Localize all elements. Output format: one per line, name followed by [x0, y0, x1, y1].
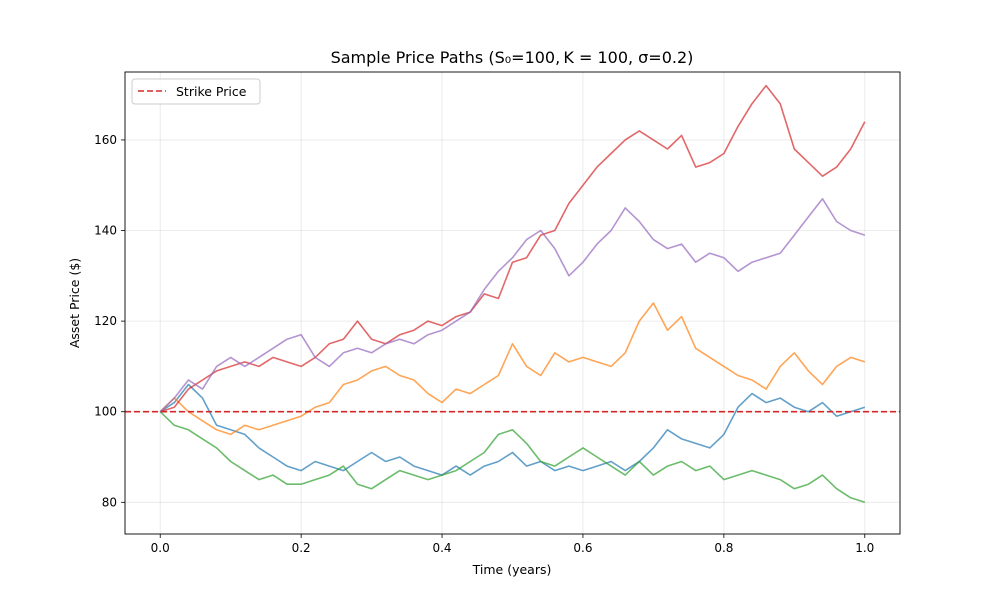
y-axis-label: Asset Price ($) [67, 258, 82, 348]
x-tick-label: 0.2 [292, 541, 311, 555]
chart-title: Sample Price Paths (S₀=100, K = 100, σ=0… [331, 48, 694, 67]
legend-box [131, 78, 261, 105]
y-tick-label: 120 [94, 314, 117, 328]
legend-strike-label: Strike Price [176, 84, 247, 99]
y-tick-label: 80 [102, 495, 117, 509]
price-path-2 [159, 302, 866, 436]
y-tick-label: 160 [94, 133, 117, 147]
price-path-1 [159, 383, 866, 476]
x-tick-label: 0.6 [573, 541, 592, 555]
price-path-4 [159, 84, 866, 413]
y-tick-label: 100 [94, 405, 117, 419]
x-tick-label: 0.8 [714, 541, 733, 555]
price-path-3 [159, 411, 866, 504]
series-lines [159, 84, 866, 504]
x-tick-label: 0.4 [432, 541, 451, 555]
plot-area-frame [124, 71, 901, 535]
y-axis-ticks: 80 100 120 140 160 [94, 133, 125, 509]
x-axis-ticks: 0.0 0.2 0.4 0.6 0.8 1.0 [151, 534, 874, 555]
legend: Strike Price [131, 78, 261, 105]
x-axis-label: Time (years) [472, 562, 552, 577]
y-tick-label: 140 [94, 224, 117, 238]
x-tick-label: 0.0 [151, 541, 170, 555]
x-tick-label: 1.0 [855, 541, 874, 555]
price-path-5 [159, 198, 866, 413]
